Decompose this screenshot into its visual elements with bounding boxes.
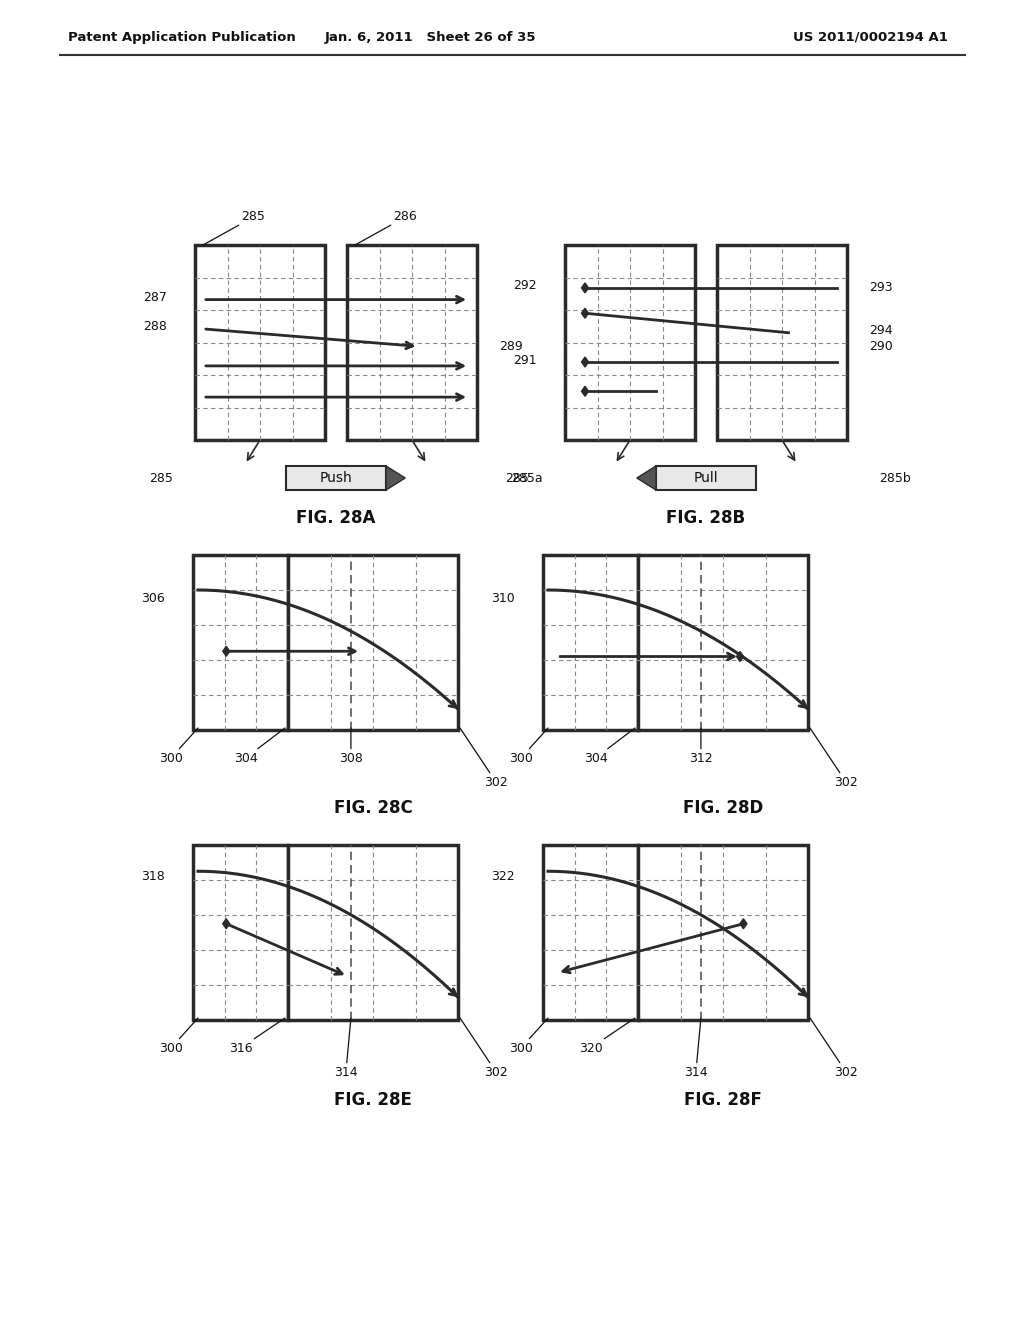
Text: 292: 292: [513, 280, 537, 293]
Text: 304: 304: [584, 729, 635, 764]
Bar: [656, 466, 756, 490]
Text: 285a: 285a: [511, 471, 543, 484]
Polygon shape: [582, 356, 589, 367]
Text: 294: 294: [869, 325, 893, 337]
Text: 302: 302: [460, 729, 508, 788]
Text: Push: Push: [319, 471, 352, 484]
Text: 291: 291: [513, 354, 537, 367]
Text: 293: 293: [869, 281, 893, 294]
Text: 286: 286: [355, 210, 418, 246]
Text: 288: 288: [143, 321, 167, 334]
Text: 308: 308: [339, 729, 362, 764]
Text: 316: 316: [228, 1018, 285, 1055]
Polygon shape: [582, 309, 589, 318]
Text: 290: 290: [869, 341, 893, 354]
Text: 314: 314: [334, 1018, 357, 1078]
Bar: [347, 246, 477, 440]
Text: 300: 300: [509, 1018, 548, 1055]
Text: FIG. 28A: FIG. 28A: [296, 510, 376, 527]
Text: FIG. 28C: FIG. 28C: [334, 799, 413, 817]
Text: FIG. 28D: FIG. 28D: [683, 799, 763, 817]
Text: 300: 300: [159, 1018, 198, 1055]
Bar: [543, 845, 638, 1020]
Text: 322: 322: [492, 870, 515, 883]
Bar: [717, 246, 847, 440]
Polygon shape: [582, 387, 589, 396]
Text: FIG. 28B: FIG. 28B: [667, 510, 745, 527]
Text: Patent Application Publication: Patent Application Publication: [68, 30, 296, 44]
Polygon shape: [637, 466, 656, 490]
Text: 285: 285: [505, 471, 528, 484]
Text: 302: 302: [810, 1018, 858, 1078]
Text: 302: 302: [460, 1018, 508, 1078]
Polygon shape: [223, 919, 229, 929]
Text: 318: 318: [141, 870, 165, 883]
Text: FIG. 28E: FIG. 28E: [334, 1092, 412, 1109]
Text: 304: 304: [233, 729, 285, 764]
Bar: [638, 554, 808, 730]
Text: 285b: 285b: [879, 471, 910, 484]
Polygon shape: [740, 919, 746, 929]
Bar: [286, 466, 386, 490]
Text: 320: 320: [579, 1018, 635, 1055]
Bar: [288, 845, 458, 1020]
Text: Pull: Pull: [693, 471, 718, 484]
Text: FIG. 28F: FIG. 28F: [684, 1092, 762, 1109]
Polygon shape: [582, 282, 589, 293]
Bar: [195, 246, 325, 440]
Text: 300: 300: [159, 729, 198, 764]
Bar: [193, 554, 288, 730]
Text: US 2011/0002194 A1: US 2011/0002194 A1: [793, 30, 947, 44]
Bar: [193, 845, 288, 1020]
Bar: [565, 246, 695, 440]
Text: 310: 310: [492, 593, 515, 606]
Text: 300: 300: [509, 729, 548, 764]
Bar: [638, 845, 808, 1020]
Text: Jan. 6, 2011   Sheet 26 of 35: Jan. 6, 2011 Sheet 26 of 35: [325, 30, 536, 44]
Text: 314: 314: [684, 1018, 708, 1078]
Text: 285: 285: [203, 210, 265, 246]
Text: 285: 285: [150, 471, 173, 484]
Bar: [543, 554, 638, 730]
Polygon shape: [386, 466, 406, 490]
Text: 306: 306: [141, 593, 165, 606]
Bar: [288, 554, 458, 730]
Polygon shape: [223, 647, 229, 656]
Polygon shape: [736, 652, 743, 661]
Text: 287: 287: [143, 292, 167, 304]
Text: 312: 312: [689, 729, 713, 764]
Text: 289: 289: [499, 339, 522, 352]
Text: 302: 302: [810, 729, 858, 788]
